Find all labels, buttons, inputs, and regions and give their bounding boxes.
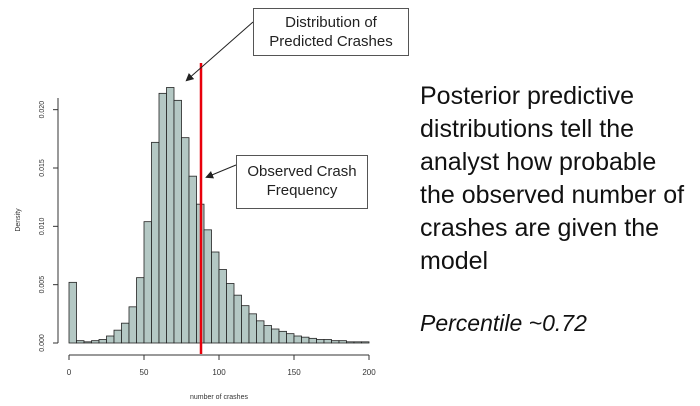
observed-callout: Observed Crash Frequency [236,155,368,209]
histogram-bar [248,313,257,344]
histogram-bar [286,333,295,344]
x-axis-label: number of crashes [190,394,248,401]
histogram-bar [338,340,347,344]
histogram-bar [188,175,197,344]
histogram-bar [316,339,325,344]
histogram-bar [106,335,115,344]
histogram-bar [293,335,302,344]
histogram-bar [361,341,370,344]
histogram-bar [166,87,175,344]
distribution-callout-arrow [185,21,254,82]
x-tick-label: 50 [140,368,149,377]
histogram-bar [68,281,77,344]
y-tick-label: 0.010 [39,217,46,235]
histogram-bar [128,306,137,344]
x-tick-label: 100 [212,368,226,377]
y-tick-label: 0.020 [39,101,46,119]
explanation-text: Posterior predictive distributions tell … [420,82,685,275]
histogram-bars [68,87,370,344]
histogram-bar [308,337,317,344]
histogram-bar [83,341,92,344]
histogram-bar [271,328,280,344]
observed-callout-arrow [205,164,237,179]
histogram-bar [331,340,340,344]
histogram-bar [241,305,250,344]
histogram-bar [113,329,122,344]
histogram-bar [121,322,130,344]
histogram-bar [151,141,160,344]
x-ticks: 0 50 100 150 200 [67,355,376,377]
y-ticks: 0.000 0.005 0.010 0.015 0.020 [39,101,58,352]
histogram-bar [233,294,242,344]
x-tick-label: 150 [287,368,301,377]
histogram-bar [158,92,167,344]
y-tick-label: 0.015 [39,159,46,177]
y-axis-label: Density [15,208,22,232]
histogram-bar [346,341,355,344]
histogram-bar [173,99,182,344]
histogram-bar [323,339,332,344]
histogram-bar [203,229,212,344]
histogram-bar [278,330,287,344]
histogram-bar [211,251,220,344]
percentile-note: Percentile ~0.72 [420,310,587,336]
histogram-bar [263,325,272,344]
histogram-bar [98,339,107,344]
histogram-bar [143,221,152,344]
histogram-bar [256,320,265,344]
histogram-bar [91,340,100,344]
histogram-bar [136,277,145,344]
histogram-bar [181,137,190,344]
y-tick-label: 0.000 [39,334,46,352]
histogram-bar [218,269,227,344]
x-tick-label: 0 [67,368,72,377]
histogram-bar [353,341,362,344]
histogram-bar [76,340,85,344]
histogram-bar [226,283,235,344]
x-tick-label: 200 [362,368,376,377]
histogram-bar [301,336,310,344]
distribution-callout: Distribution of Predicted Crashes [253,8,409,56]
y-tick-label: 0.005 [39,276,46,294]
